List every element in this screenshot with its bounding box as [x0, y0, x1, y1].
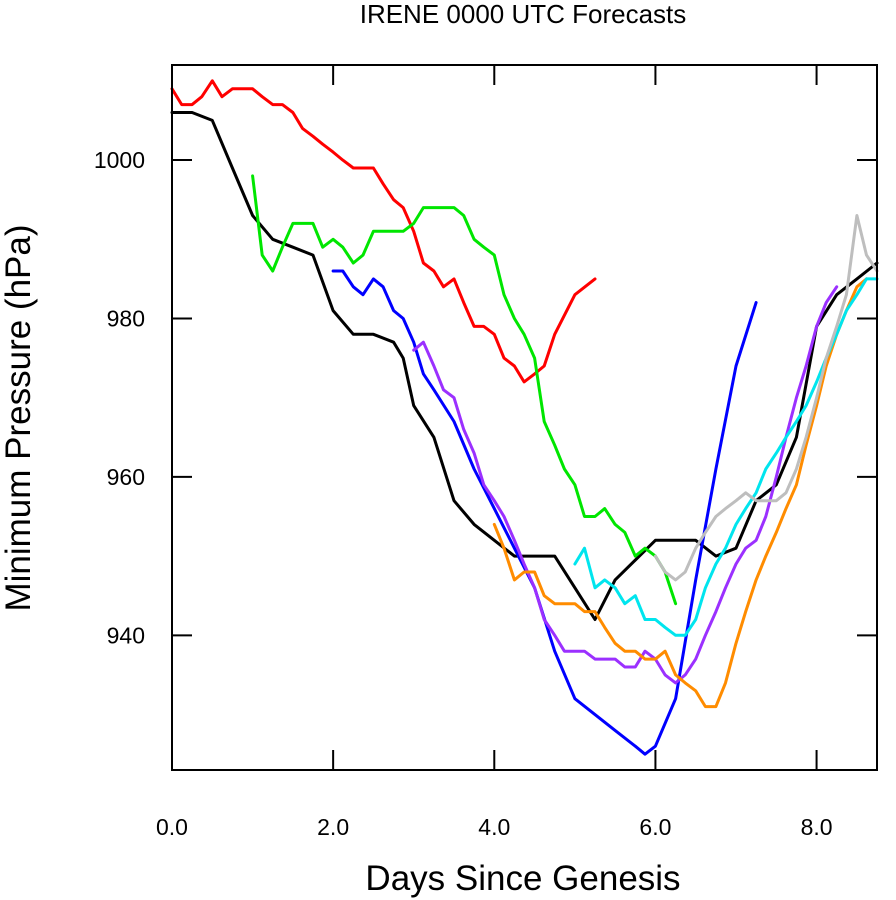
series-line-2	[170, 111, 879, 621]
x-tick-label: 2.0	[317, 814, 349, 840]
series-line-8	[653, 214, 879, 582]
chart-title: IRENE 0000 UTC Forecasts	[360, 0, 687, 29]
series-line-4	[331, 269, 758, 756]
y-tick-label: 1000	[94, 147, 145, 173]
y-tick-label: 940	[107, 622, 145, 648]
series-line-3	[251, 174, 678, 606]
series-line-6	[492, 277, 868, 709]
tick-layer: 0.0 2.0 4.0 6.0 8.0 940 960 980 1000	[94, 65, 877, 840]
series-line-5	[412, 285, 839, 685]
y-axis-label: Minimum Pressure (hPa)	[0, 224, 38, 611]
x-tick-label: 6.0	[639, 814, 671, 840]
series-layer	[170, 79, 879, 756]
plot-frame	[171, 64, 878, 771]
y-tick-label: 980	[107, 305, 145, 331]
series-line-7	[573, 277, 879, 637]
x-axis-label: Days Since Genesis	[365, 859, 680, 898]
y-tick-label: 960	[107, 464, 145, 490]
x-tick-label: 0.0	[156, 814, 188, 840]
series-line-1	[170, 79, 597, 384]
x-tick-label: 4.0	[478, 814, 510, 840]
x-tick-label: 8.0	[801, 814, 833, 840]
